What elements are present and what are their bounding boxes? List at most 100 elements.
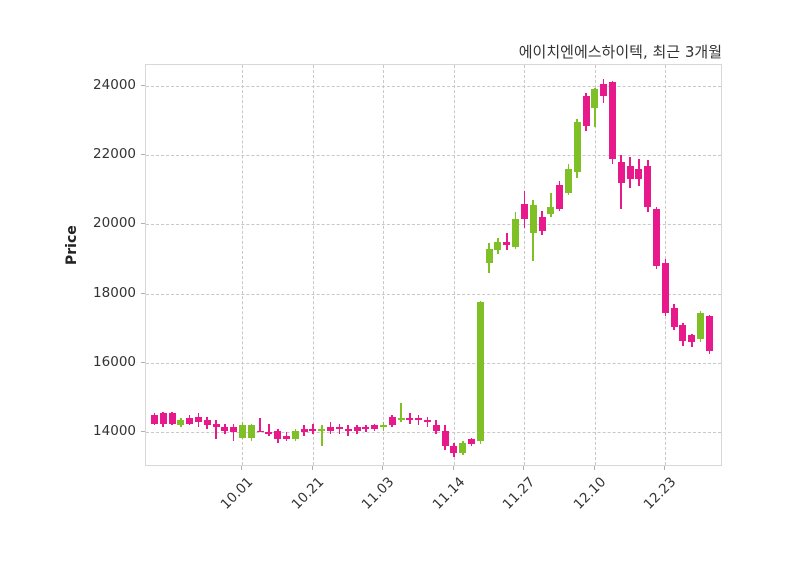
x-tick-mark: [593, 466, 595, 470]
gridline-vertical: [594, 65, 596, 465]
gridline-horizontal: [146, 432, 721, 434]
candle-body: [212, 423, 220, 428]
candle-body: [485, 248, 493, 263]
gridline-vertical: [312, 65, 314, 465]
candle-body: [653, 208, 661, 266]
y-tick-label: 20000: [93, 215, 136, 232]
x-tick-mark: [382, 466, 384, 470]
candle-body: [159, 413, 167, 424]
candle-body: [697, 312, 705, 339]
gridline-horizontal: [146, 155, 721, 157]
candle-body: [194, 416, 202, 422]
candle-body: [644, 165, 652, 208]
candle-body: [679, 324, 687, 341]
x-tick-mark: [452, 466, 454, 470]
y-tick-mark: [141, 362, 145, 364]
candle-wick: [320, 425, 323, 447]
candle-body: [291, 430, 299, 440]
candle-wick: [417, 415, 420, 426]
y-tick-mark: [141, 223, 145, 225]
candle-body: [371, 425, 379, 429]
x-tick-label: 10.21: [288, 474, 328, 513]
candle-body: [608, 82, 616, 159]
candle-body: [203, 420, 211, 426]
y-tick-mark: [141, 154, 145, 156]
candle-body: [476, 302, 484, 441]
candle-body: [459, 442, 467, 454]
candle-body: [344, 428, 352, 431]
x-tick-mark: [664, 466, 666, 470]
y-tick-mark: [141, 292, 145, 294]
candle-body: [274, 430, 282, 440]
gridline-horizontal: [146, 224, 721, 226]
candle-wick: [268, 423, 270, 436]
y-tick-mark: [141, 431, 145, 433]
candle-body: [309, 428, 317, 431]
candle-wick: [259, 418, 261, 433]
y-axis-tick-labels: 14000 16000 18000 20000 22000 24000: [0, 0, 136, 575]
candle-wick: [312, 423, 314, 435]
candle-body: [512, 219, 520, 247]
candle-body: [283, 435, 291, 440]
x-tick-label: 10.01: [218, 474, 257, 513]
candle-body: [379, 425, 387, 428]
gridline-horizontal: [146, 363, 721, 365]
candle-wick: [215, 420, 217, 440]
candle-body: [230, 427, 238, 433]
candle-wick: [347, 425, 349, 436]
candle-wick: [232, 423, 235, 441]
x-tick-label: 12.23: [640, 474, 680, 513]
candle-body: [318, 428, 326, 431]
candle-body: [573, 122, 581, 173]
candle-body: [591, 89, 599, 109]
candle-body: [265, 432, 273, 434]
plot-area: [145, 64, 722, 466]
candle-body: [177, 420, 185, 426]
gridline-vertical: [524, 65, 526, 465]
candle-body: [538, 217, 546, 232]
candle-body: [335, 427, 343, 429]
x-tick-label: 12.10: [570, 474, 610, 513]
gridline-horizontal: [146, 85, 721, 87]
candle-body: [238, 425, 246, 438]
candle-body: [168, 413, 176, 424]
candle-wick: [550, 193, 552, 218]
x-tick-label: 11.27: [500, 474, 539, 513]
gridline-horizontal: [146, 293, 721, 295]
candle-body: [468, 439, 476, 445]
candle-body: [661, 262, 669, 313]
x-tick-label: 11.14: [429, 474, 469, 513]
candle-wick: [338, 423, 341, 435]
candle-body: [635, 168, 643, 180]
candle-body: [423, 420, 431, 422]
candle-body: [150, 415, 158, 424]
gridline-vertical: [383, 65, 385, 465]
y-tick-label: 16000: [93, 354, 136, 371]
gridline-vertical: [453, 65, 455, 465]
candle-body: [626, 165, 634, 180]
candle-body: [688, 335, 696, 343]
candle-body: [327, 427, 335, 431]
candle-body: [300, 428, 308, 433]
y-tick-label: 14000: [93, 423, 136, 440]
x-tick-label: 11.03: [359, 474, 398, 513]
candle-body: [547, 207, 555, 214]
candle-body: [494, 241, 502, 251]
candle-body: [520, 203, 528, 220]
candle-wick: [365, 425, 367, 433]
candle-wick: [400, 402, 402, 422]
y-tick-mark: [141, 84, 145, 86]
y-tick-label: 18000: [93, 284, 136, 301]
candle-body: [529, 205, 537, 234]
candle-body: [432, 425, 440, 431]
y-tick-label: 24000: [93, 76, 136, 93]
candle-body: [397, 418, 405, 421]
candle-body: [582, 96, 590, 126]
candle-body: [556, 184, 564, 209]
candle-body: [415, 418, 423, 421]
candle-body: [221, 427, 229, 431]
candle-body: [617, 162, 625, 183]
candle-body: [705, 316, 713, 351]
candle-body: [670, 307, 678, 327]
